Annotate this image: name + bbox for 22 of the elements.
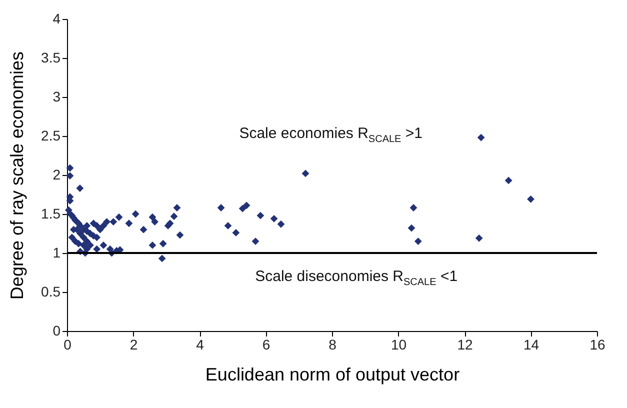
- y-tick-label: 0.5: [41, 284, 61, 300]
- x-tick-label: 0: [64, 336, 72, 352]
- x-tick-label: 16: [590, 336, 606, 352]
- annotation: Scale diseconomies R$_{SCALE}$ <1: [255, 268, 458, 288]
- x-axis-title: Euclidean norm of output vector: [205, 364, 460, 384]
- x-tick-label: 10: [390, 336, 407, 352]
- annotation: Scale economies R$_{SCALE}$ >1: [239, 124, 422, 145]
- x-tick-label: 8: [328, 336, 337, 352]
- x-tick-label: 6: [262, 336, 270, 352]
- x-tick-label: 14: [523, 336, 540, 352]
- y-tick-label: 0: [52, 322, 61, 338]
- x-tick-label: 12: [457, 336, 473, 352]
- y-tick-label: 3: [52, 88, 61, 104]
- y-tick-label: 2.5: [41, 128, 61, 144]
- y-tick-label: 2: [52, 166, 61, 182]
- y-tick-label: 4: [52, 10, 61, 26]
- y-tick-label: 1: [52, 244, 61, 260]
- y-tick-label: 3.5: [41, 50, 61, 66]
- x-tick-label: 2: [130, 336, 138, 352]
- x-tick-label: 4: [196, 336, 204, 352]
- y-tick-label: 1.5: [41, 206, 61, 222]
- y-axis-title: Degree of ray scale economies: [7, 51, 28, 300]
